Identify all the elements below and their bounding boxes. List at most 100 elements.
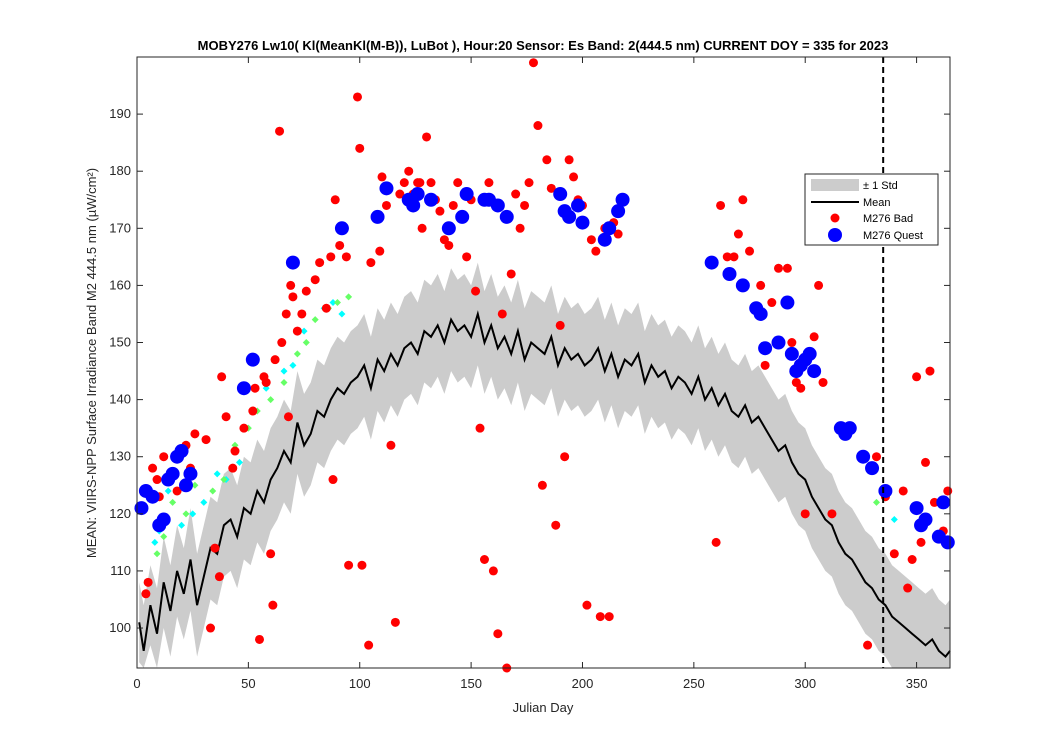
bad-point: [551, 520, 561, 530]
bad-point: [444, 240, 454, 250]
bad-point: [422, 132, 432, 142]
quest-point: [285, 255, 300, 270]
quest-point: [784, 346, 799, 361]
bad-point: [711, 537, 721, 547]
bad-point: [357, 560, 367, 570]
quest-point: [771, 335, 786, 350]
bad-point: [773, 263, 783, 273]
x-tick-label: 200: [572, 676, 594, 691]
cyan-point: [300, 327, 308, 335]
bad-point: [377, 172, 387, 182]
bad-point: [814, 280, 824, 290]
y-tick-label: 110: [110, 563, 131, 578]
bad-point: [341, 252, 351, 262]
quest-point: [856, 449, 871, 464]
quest-point: [410, 187, 425, 202]
bad-point: [395, 189, 405, 199]
bad-point: [255, 634, 265, 644]
quest-point: [406, 198, 421, 213]
bad-point: [898, 486, 908, 496]
green-point: [872, 498, 880, 506]
cyan-point: [280, 367, 288, 375]
bad-point: [943, 486, 953, 496]
bad-point: [366, 258, 376, 268]
x-tick-label: 50: [241, 676, 255, 691]
cyan-point: [213, 470, 221, 478]
quest-point: [379, 181, 394, 196]
mean-line: [138, 310, 951, 659]
bad-point: [800, 509, 810, 519]
y-tick-label: 150: [109, 335, 131, 350]
bad-point: [415, 178, 425, 188]
cyan-point: [164, 487, 172, 495]
bad-point: [344, 560, 354, 570]
quest-point: [370, 209, 385, 224]
bad-point: [528, 58, 538, 68]
bad-point: [152, 475, 162, 485]
bad-point: [399, 178, 409, 188]
bad-point: [210, 543, 220, 553]
bad-point: [315, 258, 325, 268]
cyan-point: [338, 310, 346, 318]
bad-point: [190, 429, 200, 439]
bad-point: [417, 223, 427, 233]
x-tick-label: 350: [906, 676, 928, 691]
quest-point: [156, 512, 171, 527]
y-tick-label: 120: [109, 506, 131, 521]
quest-point: [490, 198, 505, 213]
quest-point: [758, 341, 773, 356]
bad-point: [453, 178, 463, 188]
quest-point: [918, 512, 933, 527]
bad-point: [863, 640, 873, 650]
quest-point: [245, 352, 260, 367]
bad-point: [462, 252, 472, 262]
bad-point: [756, 280, 766, 290]
green-point: [191, 481, 199, 489]
quest-point: [334, 221, 349, 236]
quest-point: [499, 209, 514, 224]
bad-point: [912, 372, 922, 382]
std-band: [139, 262, 950, 668]
bad-point: [330, 195, 340, 205]
quest-point: [571, 198, 586, 213]
quest-point: [753, 306, 768, 321]
bad-point: [310, 275, 320, 285]
cyan-point: [890, 516, 898, 524]
green-point: [182, 510, 190, 518]
cyan-point: [178, 521, 186, 529]
y-tick-label: 130: [109, 449, 131, 464]
bad-point: [297, 309, 307, 319]
quest-point: [597, 232, 612, 247]
y-axis-title: MEAN: VIIRS-NPP Surface Irradiance Band …: [84, 168, 99, 558]
x-tick-label: 250: [683, 676, 705, 691]
chart-title: MOBY276 Lw10( Kl(MeanKl(M-B)), LuBot ), …: [198, 38, 889, 53]
quest-point: [562, 209, 577, 224]
quest-point: [936, 495, 951, 510]
bad-point: [729, 252, 739, 262]
quest-point: [802, 346, 817, 361]
legend-label: M276 Bad: [863, 213, 913, 225]
quest-point: [780, 295, 795, 310]
green-point: [220, 476, 228, 484]
y-tick-label: 180: [109, 163, 131, 178]
bad-point: [250, 383, 260, 393]
bad-point: [217, 372, 227, 382]
x-tick-label: 150: [460, 676, 482, 691]
green-point: [333, 299, 341, 307]
bad-point: [586, 235, 596, 245]
green-point: [209, 487, 217, 495]
bad-point: [524, 178, 534, 188]
bad-point: [475, 423, 485, 433]
bad-point: [221, 412, 231, 422]
legend-std-swatch: [811, 179, 859, 191]
bad-point: [281, 309, 291, 319]
bad-point: [493, 629, 503, 639]
bad-point: [716, 200, 726, 210]
bad-point: [595, 612, 605, 622]
bad-point: [283, 412, 293, 422]
bad-point: [537, 480, 547, 490]
bad-point: [497, 309, 507, 319]
quest-point: [174, 444, 189, 459]
green-point: [267, 396, 275, 404]
